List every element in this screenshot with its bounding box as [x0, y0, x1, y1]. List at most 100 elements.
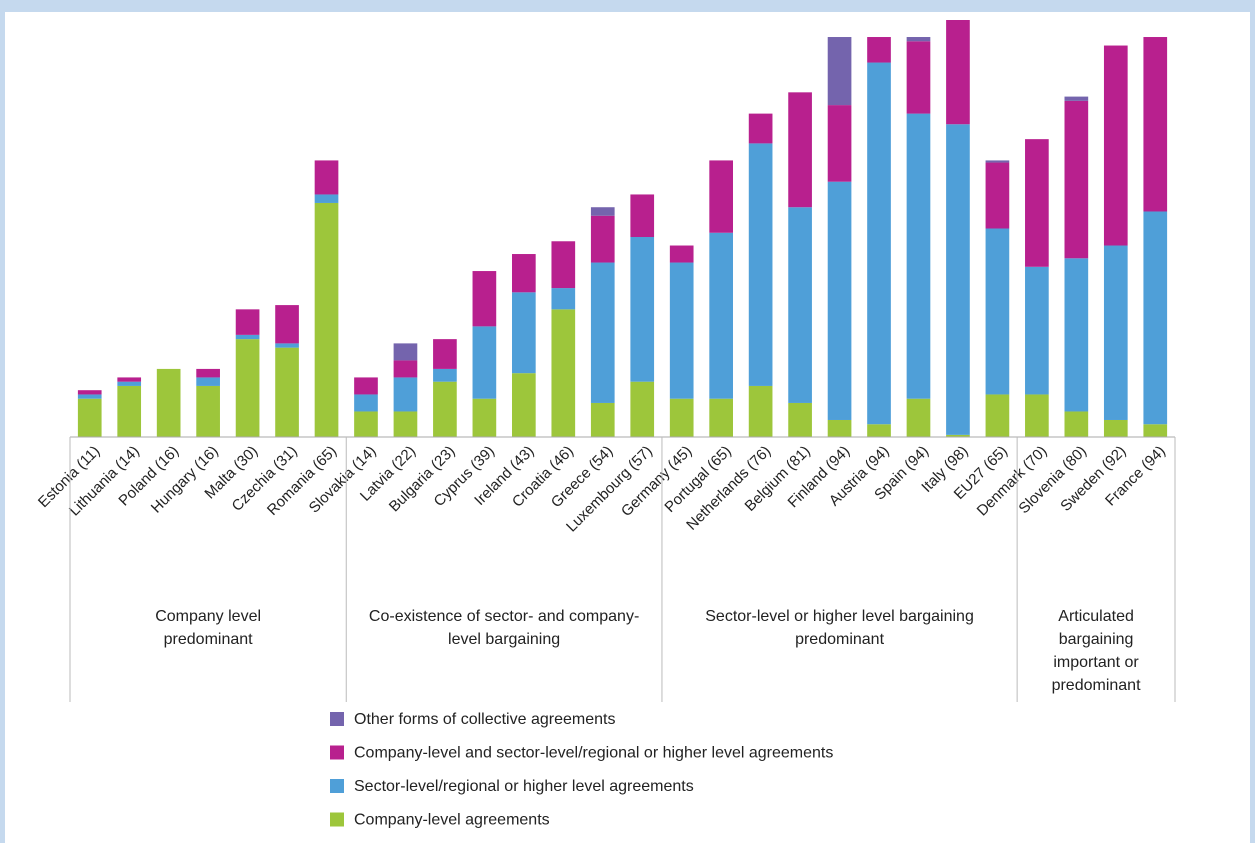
bar-segment: [1143, 37, 1168, 212]
bar-segment: [275, 305, 299, 344]
bar-segment: [788, 402, 812, 437]
bar-segment: [314, 160, 339, 195]
bar-segment: [393, 360, 418, 378]
bar-segment: [985, 160, 1010, 163]
bar-segment: [1103, 245, 1128, 420]
bar-segment: [827, 37, 852, 106]
group-label: Sector-level or higher level bargaining …: [705, 608, 974, 648]
bar-segment: [906, 37, 931, 42]
legend-swatch: [330, 745, 344, 760]
bar-segment: [1103, 45, 1128, 246]
bar-segment: [709, 160, 733, 233]
bar-segment: [1103, 419, 1128, 437]
bar-segment: [1064, 258, 1089, 412]
bar-segment: [354, 377, 378, 395]
bar-segment: [354, 411, 378, 437]
bar-segment: [867, 37, 891, 63]
bar-segment: [748, 113, 773, 144]
bar-segment: [77, 394, 102, 399]
bar-segment: [156, 368, 181, 437]
bar-segment: [472, 271, 497, 327]
bar-segment: [590, 215, 615, 263]
bar-segment: [669, 262, 694, 399]
bar-segment: [867, 424, 891, 437]
legend-label: Company-level and sector-level/regional …: [354, 745, 833, 762]
bar-segment: [275, 343, 299, 348]
bar-segment: [906, 113, 931, 399]
bar-segment: [985, 162, 1010, 229]
bar-segment: [748, 143, 773, 386]
group-label: Company level predominant: [155, 608, 262, 648]
legend-swatch: [330, 779, 344, 793]
bar-segment: [235, 309, 260, 335]
bar-segment: [1064, 411, 1089, 437]
bar-segment: [709, 232, 733, 399]
bar-segment: [748, 385, 773, 437]
bar-segment: [433, 339, 457, 369]
group-label: Co-existence of sector- and company-leve…: [368, 608, 640, 648]
bar-segment: [590, 207, 615, 216]
bar-segment: [630, 194, 655, 238]
bar-segment: [867, 62, 891, 425]
bar-segment: [77, 390, 102, 395]
bar-segment: [512, 254, 536, 293]
bar-segment: [669, 398, 694, 437]
bar-segment: [1025, 266, 1049, 395]
bar-segment: [1025, 394, 1049, 437]
bar-segment: [433, 381, 457, 437]
bar-segment: [985, 394, 1010, 437]
bar-segment: [354, 394, 378, 412]
bar-segment: [275, 347, 299, 437]
legend-label: Other forms of collective agreements: [354, 711, 615, 728]
bar-segment: [551, 288, 576, 310]
bar-segment: [1064, 96, 1089, 101]
bar-segment: [827, 419, 852, 437]
bar-segment: [117, 385, 142, 437]
bar-segment: [472, 326, 497, 399]
bar-segment: [235, 339, 260, 437]
bar-segment: [630, 237, 655, 382]
legend-swatch: [330, 712, 344, 726]
bar-segment: [117, 381, 142, 386]
bar-segment: [77, 398, 102, 437]
bar-segment: [827, 181, 852, 420]
bar-segment: [709, 398, 733, 437]
bar-segment: [788, 92, 812, 208]
legend-swatch: [330, 812, 344, 827]
bar-segment: [393, 343, 418, 361]
bar-segment: [314, 194, 339, 203]
bar-segment: [512, 292, 536, 374]
bar-segment: [196, 377, 220, 386]
bar-segment: [985, 228, 1010, 395]
bar-segment: [669, 245, 694, 263]
bar-segment: [393, 411, 418, 437]
bar-segment: [946, 124, 970, 435]
bar-segment: [1025, 139, 1049, 267]
bar-segment: [235, 334, 260, 340]
bar-segment: [551, 309, 576, 437]
bar-segment: [1064, 100, 1089, 259]
bar-segment: [590, 262, 615, 403]
bar-segment: [393, 377, 418, 412]
bar-segment: [946, 20, 970, 125]
bar-segment: [117, 377, 142, 382]
bar-segment: [630, 381, 655, 437]
group-label: Articulated bargaining important or pred…: [1051, 608, 1141, 694]
bar-segment: [946, 434, 970, 437]
bar-segment: [314, 202, 339, 437]
bar-segment: [196, 368, 220, 378]
legend-label: Company-level agreements: [354, 812, 550, 829]
bar-segment: [788, 207, 812, 403]
bar-segment: [1143, 211, 1168, 425]
legend-label: Sector-level/regional or higher level ag…: [354, 778, 694, 795]
bar-segment: [551, 241, 576, 289]
bar-segment: [433, 368, 457, 382]
bar-segment: [1143, 424, 1168, 437]
bar-segment: [196, 385, 220, 437]
bar-segment: [590, 402, 615, 437]
bar-segment: [827, 105, 852, 182]
bar-segment: [512, 373, 536, 437]
bar-segment: [906, 41, 931, 114]
